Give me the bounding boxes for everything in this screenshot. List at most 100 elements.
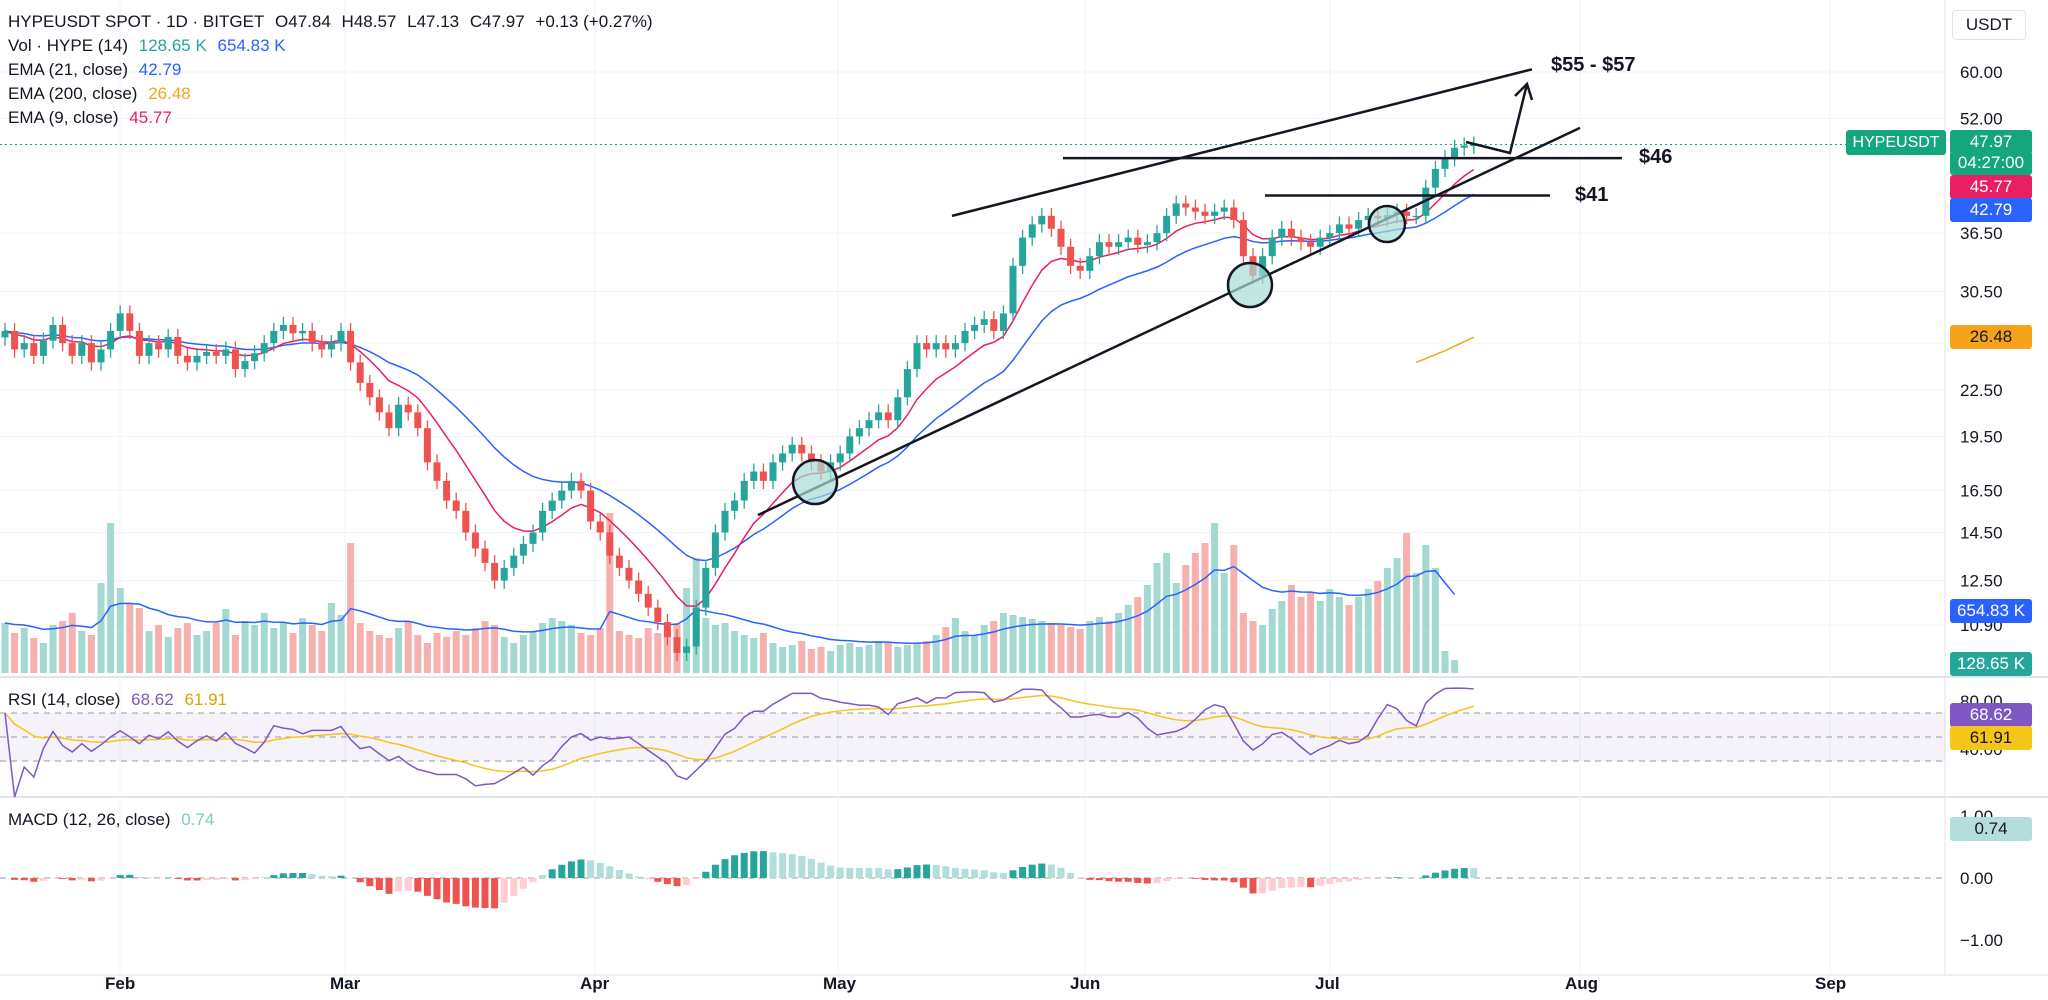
volume-bar [1403, 533, 1411, 673]
macd-histogram-bar [1249, 878, 1257, 894]
macd-histogram-bar [567, 861, 575, 878]
volume-bar [932, 635, 940, 673]
macd-histogram-bar [289, 873, 297, 878]
macd-histogram-bar [951, 867, 959, 878]
macd-histogram-bar [423, 878, 431, 896]
volume-bar [721, 623, 729, 673]
macd-histogram-bar [1153, 878, 1161, 884]
candle-body [126, 313, 134, 331]
volume-bar [1230, 545, 1238, 673]
level-41-annotation: $41 [1575, 184, 1609, 206]
macd-histogram-bar [932, 864, 940, 878]
volume-bar [999, 613, 1007, 673]
candle-body [145, 343, 153, 356]
ohlc-high: H48.57 [341, 12, 397, 31]
macd-histogram-bar [990, 872, 998, 878]
candle-body [999, 313, 1007, 331]
ema21-price-badge: 42.79 [1950, 198, 2032, 222]
macd-histogram-bar [865, 868, 873, 878]
candle-body [1211, 211, 1219, 216]
volume-bar [481, 621, 489, 673]
macd-histogram-bar [1172, 878, 1180, 879]
macd-histogram-bar [87, 878, 95, 882]
rsi-legend: RSI (14, close) 68.62 61.91 [8, 690, 233, 710]
ema9-price-badge: 45.77 [1950, 175, 2032, 199]
macd-histogram-bar [1239, 878, 1247, 888]
ema9-legend-label: EMA (9, close) [8, 108, 119, 127]
candle-body [49, 324, 57, 341]
price-tick-label: 52.00 [1960, 109, 2003, 128]
volume-bar [107, 523, 115, 673]
macd-histogram-bar [1230, 878, 1238, 883]
macd-histogram-bar [587, 860, 595, 878]
candle-body [596, 521, 604, 533]
candle-body [750, 471, 758, 481]
macd-histogram-bar [433, 878, 441, 900]
macd-histogram-bar [471, 878, 479, 908]
volume-bar [1393, 558, 1401, 673]
candle-body [702, 567, 710, 608]
ohlc-change: +0.13 (+0.27%) [535, 12, 653, 31]
volume-bar [827, 651, 835, 673]
candle-body [1431, 168, 1439, 188]
volume-bar [366, 631, 374, 673]
macd-histogram-bar [1364, 878, 1372, 879]
candle-body [903, 369, 911, 398]
candle-body [711, 532, 719, 568]
volume-bar [855, 647, 863, 673]
candle-body [1355, 220, 1363, 229]
macd-legend-value: 0.74 [181, 810, 215, 829]
macd-histogram-bar [548, 869, 556, 878]
macd-histogram-bar [395, 878, 403, 892]
candle-body [481, 548, 489, 563]
macd-histogram-bar [750, 851, 758, 878]
candle-body [875, 412, 883, 421]
time-tick-label: Apr [580, 974, 610, 993]
volume-bar [337, 615, 345, 673]
volume-bar [510, 643, 518, 673]
macd-histogram-bar [510, 878, 518, 896]
rsi-badge: 68.62 [1950, 703, 2032, 727]
macd-histogram-bar [798, 855, 806, 878]
candle-body [1230, 207, 1238, 221]
candle-body [1345, 224, 1353, 229]
volume-bar [11, 633, 19, 673]
ohlc-low: L47.13 [407, 12, 460, 31]
ema21-legend: EMA (21, close) 42.79 [8, 60, 187, 80]
time-tick-label: Mar [330, 974, 361, 993]
candle-body [510, 555, 518, 568]
macd-histogram-bar [1307, 878, 1315, 888]
macd-histogram-bar [529, 878, 537, 883]
macd-histogram-bar [299, 872, 307, 878]
volume-bar [1431, 568, 1439, 673]
volume-bar [577, 633, 585, 673]
candle-body [116, 313, 124, 331]
macd-histogram-bar [116, 875, 124, 878]
candle-body [212, 351, 220, 356]
volume-bar [241, 621, 249, 673]
volume-bar [779, 647, 787, 673]
macd-histogram-bar [462, 878, 470, 907]
candle-body [721, 510, 729, 533]
candle-body [1268, 237, 1276, 257]
volume-bar [567, 625, 575, 673]
macd-histogram-bar [1441, 870, 1449, 878]
candle-body [577, 480, 585, 491]
volume-bar [279, 623, 287, 673]
volume-bar [663, 631, 671, 673]
macd-histogram-bar [692, 878, 700, 880]
macd-histogram-bar [615, 869, 623, 878]
candle-body [1067, 246, 1075, 266]
volume-bar [702, 618, 710, 673]
candle-body [1115, 242, 1123, 247]
volume-bar [1441, 651, 1449, 673]
time-tick-label: Jun [1070, 974, 1100, 993]
volume-bar [1422, 545, 1430, 673]
volume-bar [1326, 589, 1334, 673]
volume-bar [222, 609, 230, 673]
currency-button[interactable]: USDT [1952, 10, 2026, 40]
volume-bar [260, 613, 268, 673]
volume-bar [635, 638, 643, 673]
macd-histogram-bar [942, 866, 950, 878]
